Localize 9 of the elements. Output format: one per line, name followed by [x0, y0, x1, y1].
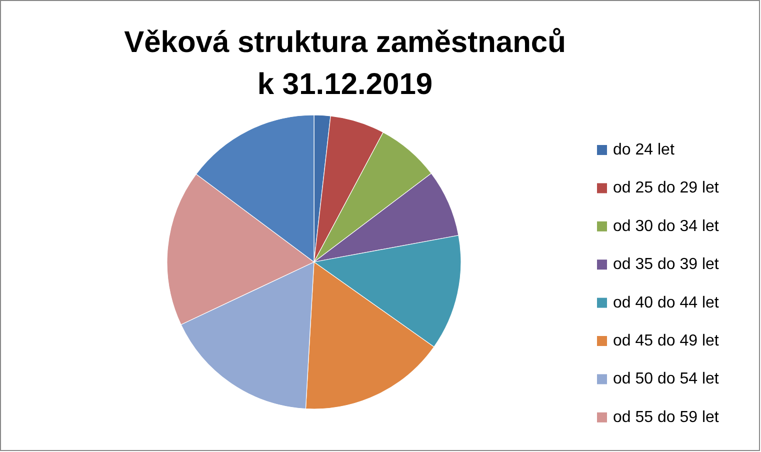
legend-label: od 50 do 54 let [613, 370, 720, 388]
legend-label: od 45 do 49 let [613, 332, 720, 350]
legend-label: od 25 do 29 let [613, 180, 720, 197]
legend-label: od 55 do 59 let [613, 408, 720, 426]
legend-label: od 40 do 44 let [613, 294, 720, 312]
chart-title: Věková struktura zaměstnanců k 31.12.2019 [124, 26, 566, 101]
legend-label: od 35 do 39 let [613, 256, 720, 274]
legend-label: od 30 do 34 let [613, 218, 720, 235]
legend-label: do 24 let [613, 142, 675, 158]
